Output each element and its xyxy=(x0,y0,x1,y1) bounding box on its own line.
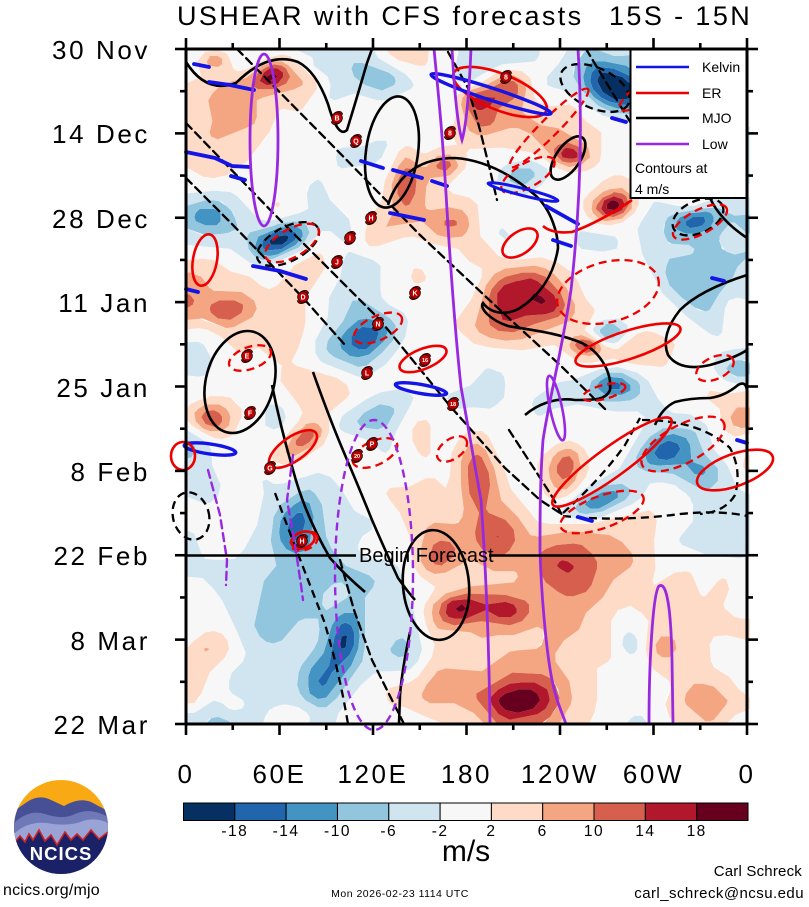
svg-text:18: 18 xyxy=(687,823,707,840)
svg-text:-2: -2 xyxy=(432,823,449,840)
svg-text:Q: Q xyxy=(353,139,359,146)
svg-text:m/s: m/s xyxy=(442,835,490,868)
svg-text:MJO: MJO xyxy=(702,110,732,126)
svg-text:B: B xyxy=(334,116,339,123)
svg-text:4 m/s: 4 m/s xyxy=(635,181,669,197)
svg-text:14: 14 xyxy=(635,823,655,840)
svg-text:H: H xyxy=(368,216,373,223)
svg-text:ER: ER xyxy=(702,85,721,101)
svg-text:2: 2 xyxy=(486,823,496,840)
svg-text:G: G xyxy=(267,466,273,473)
svg-text:8: 8 xyxy=(504,75,508,82)
svg-text:NCICS: NCICS xyxy=(30,843,93,864)
svg-text:I: I xyxy=(349,236,351,243)
svg-text:P: P xyxy=(370,442,375,449)
svg-text:K: K xyxy=(412,291,417,298)
svg-text:Kelvin: Kelvin xyxy=(702,59,740,75)
svg-text:-6: -6 xyxy=(380,823,397,840)
svg-text:Contours at: Contours at xyxy=(635,160,707,176)
svg-text:-14: -14 xyxy=(273,823,300,840)
svg-text:H: H xyxy=(299,539,304,546)
svg-text:10: 10 xyxy=(584,823,604,840)
svg-text:J: J xyxy=(335,260,339,267)
svg-text:Low: Low xyxy=(702,136,729,152)
svg-text:Begin Forecast: Begin Forecast xyxy=(359,545,494,567)
svg-text:D: D xyxy=(300,295,305,302)
svg-text:8: 8 xyxy=(448,131,452,138)
svg-text:18: 18 xyxy=(450,402,456,408)
svg-text:16: 16 xyxy=(422,358,428,364)
svg-text:-10: -10 xyxy=(324,823,351,840)
svg-text:6: 6 xyxy=(538,823,548,840)
svg-text:-18: -18 xyxy=(221,823,248,840)
svg-text:20: 20 xyxy=(354,454,360,460)
svg-text:N: N xyxy=(375,322,380,329)
svg-text:L: L xyxy=(365,371,370,378)
svg-text:E: E xyxy=(245,354,250,361)
svg-text:F: F xyxy=(248,411,253,418)
